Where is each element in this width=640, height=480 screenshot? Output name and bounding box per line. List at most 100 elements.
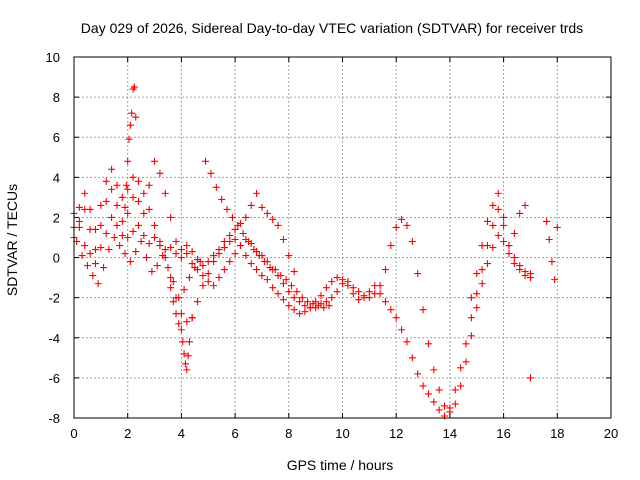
data-point bbox=[236, 219, 244, 227]
data-point bbox=[172, 238, 180, 246]
data-point bbox=[210, 252, 218, 260]
data-point bbox=[250, 246, 258, 254]
data-point bbox=[126, 121, 134, 129]
data-point bbox=[505, 250, 513, 258]
data-point bbox=[188, 314, 196, 322]
data-point bbox=[457, 364, 465, 372]
data-point bbox=[274, 290, 282, 298]
y-tick-label: -2 bbox=[48, 291, 60, 306]
data-point bbox=[451, 386, 459, 394]
data-point bbox=[134, 197, 142, 205]
data-point bbox=[441, 402, 449, 410]
data-point bbox=[457, 382, 465, 390]
data-point bbox=[218, 195, 226, 203]
x-tick-label: 8 bbox=[285, 426, 292, 441]
data-point bbox=[113, 221, 121, 229]
data-point bbox=[500, 238, 508, 246]
data-point bbox=[78, 252, 86, 260]
data-point bbox=[253, 189, 261, 197]
data-point bbox=[271, 266, 279, 274]
x-tick-label: 20 bbox=[604, 426, 618, 441]
data-point bbox=[177, 246, 185, 254]
data-point bbox=[167, 284, 175, 292]
data-point bbox=[349, 284, 357, 292]
data-point bbox=[102, 197, 110, 205]
data-point bbox=[360, 294, 368, 302]
data-point bbox=[510, 254, 518, 262]
data-point bbox=[169, 298, 177, 306]
data-point bbox=[435, 406, 443, 414]
data-point bbox=[128, 109, 136, 117]
data-point bbox=[105, 246, 113, 254]
data-point bbox=[137, 238, 145, 246]
data-point bbox=[543, 217, 551, 225]
data-point bbox=[124, 157, 132, 165]
y-tick-label: 0 bbox=[53, 251, 60, 266]
data-point bbox=[242, 213, 250, 221]
data-point bbox=[263, 209, 271, 217]
data-point bbox=[253, 266, 261, 274]
data-point bbox=[91, 246, 99, 254]
data-point bbox=[494, 189, 502, 197]
data-point bbox=[132, 113, 140, 121]
data-point bbox=[435, 386, 443, 394]
axis-ticks: 0 2 4 6 8 10 12 14 16 18 20 -8 -6 -4 -2 0 2 4 6 8 10 bbox=[46, 50, 619, 441]
data-point bbox=[387, 306, 395, 314]
data-point bbox=[398, 326, 406, 334]
data-point bbox=[194, 298, 202, 306]
y-axis-label: SDTVAR / TECUs bbox=[4, 184, 20, 296]
data-point bbox=[177, 326, 185, 334]
data-point bbox=[392, 223, 400, 231]
x-tick-label: 14 bbox=[443, 426, 457, 441]
data-point bbox=[188, 260, 196, 268]
data-point bbox=[97, 244, 105, 252]
data-point bbox=[220, 266, 228, 274]
data-point bbox=[293, 288, 301, 296]
data-point bbox=[228, 213, 236, 221]
data-point bbox=[125, 135, 133, 143]
data-point bbox=[102, 229, 110, 237]
data-point bbox=[134, 177, 142, 185]
data-point bbox=[309, 300, 317, 308]
data-point bbox=[483, 217, 491, 225]
data-point bbox=[298, 294, 306, 302]
data-point bbox=[132, 248, 140, 256]
data-point bbox=[86, 250, 94, 258]
data-point bbox=[118, 217, 126, 225]
data-point bbox=[121, 250, 129, 258]
data-point bbox=[258, 203, 266, 211]
data-point bbox=[199, 282, 207, 290]
data-point bbox=[89, 272, 97, 280]
data-point bbox=[317, 292, 325, 300]
data-point bbox=[355, 288, 363, 296]
data-point bbox=[145, 205, 153, 213]
data-point bbox=[156, 169, 164, 177]
data-point bbox=[118, 231, 126, 239]
data-point bbox=[124, 234, 132, 241]
data-point bbox=[424, 390, 432, 398]
data-point bbox=[180, 286, 188, 294]
data-points bbox=[70, 83, 561, 420]
data-point bbox=[183, 366, 191, 374]
series-track-C bbox=[73, 157, 333, 312]
data-point bbox=[478, 280, 486, 288]
data-point bbox=[430, 366, 438, 374]
data-point bbox=[266, 264, 274, 272]
data-point bbox=[279, 236, 287, 244]
data-point bbox=[489, 201, 497, 209]
data-point bbox=[164, 264, 172, 272]
y-tick-label: 4 bbox=[53, 170, 60, 185]
data-point bbox=[392, 314, 400, 322]
y-tick-label: 10 bbox=[46, 50, 60, 65]
data-point bbox=[199, 272, 207, 280]
data-point bbox=[236, 242, 244, 250]
data-point bbox=[184, 352, 192, 360]
data-point bbox=[500, 221, 508, 229]
x-tick-label: 2 bbox=[124, 426, 131, 441]
data-point bbox=[467, 314, 475, 322]
data-point bbox=[183, 318, 191, 326]
data-point bbox=[83, 262, 91, 270]
data-point bbox=[172, 310, 180, 318]
data-point bbox=[204, 258, 212, 266]
